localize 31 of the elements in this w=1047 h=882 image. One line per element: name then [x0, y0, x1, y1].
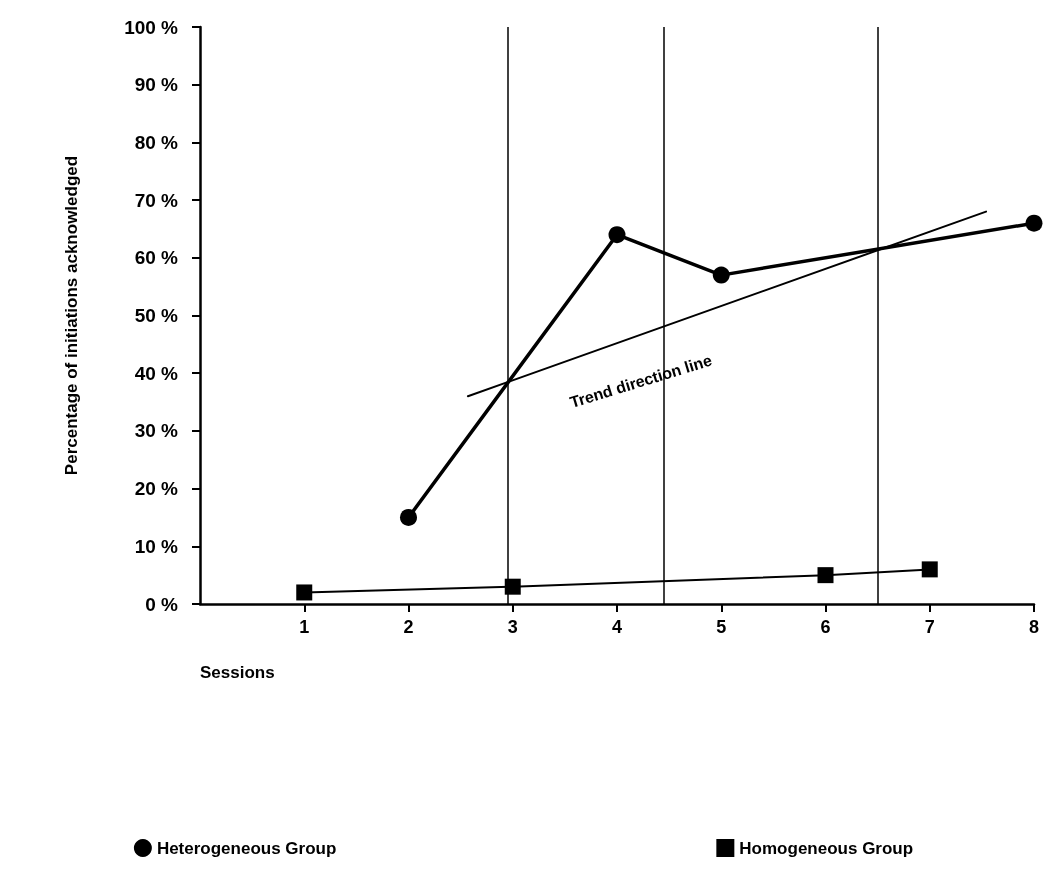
x-tick-label: 3 [507, 617, 518, 637]
x-tick-label: 8 [1028, 617, 1040, 637]
point [608, 226, 626, 244]
y-tick-label: 100 % [124, 16, 179, 38]
y-tick-label: 10 % [134, 535, 179, 557]
x-tick-label: 5 [716, 617, 727, 637]
y-tick-label: 20 % [134, 478, 179, 500]
y-tick-label: 50 % [134, 305, 179, 326]
x-tick-label: 6 [820, 617, 831, 637]
x-tick-label: 7 [924, 617, 935, 637]
point [817, 567, 834, 584]
x-axis-title: Sessions [200, 663, 275, 682]
x-tick-label: 2 [403, 617, 414, 637]
x-tick-label: 4 [611, 617, 623, 637]
y-tick-label: 0 % [145, 593, 179, 615]
y-tick-label: 90 % [134, 74, 179, 96]
point [296, 584, 313, 601]
y-tick-label: 70 % [134, 189, 179, 211]
legend-label: Homogeneous Group [739, 838, 914, 858]
legend-label: Heterogeneous Group [156, 838, 337, 858]
y-tick-label: 80 % [134, 131, 179, 153]
point [712, 266, 730, 284]
y-tick-label: 40 % [134, 362, 179, 384]
point [400, 508, 417, 526]
point [1025, 214, 1043, 232]
x-tick-label: 1 [299, 617, 310, 637]
y-tick-label: 60 % [134, 247, 179, 269]
y-axis-title: Percentage of initiations acknowledged [62, 155, 81, 476]
annotation: Trend direction line [567, 351, 714, 411]
y-tick-label: 30 % [134, 420, 179, 442]
point [921, 561, 938, 578]
